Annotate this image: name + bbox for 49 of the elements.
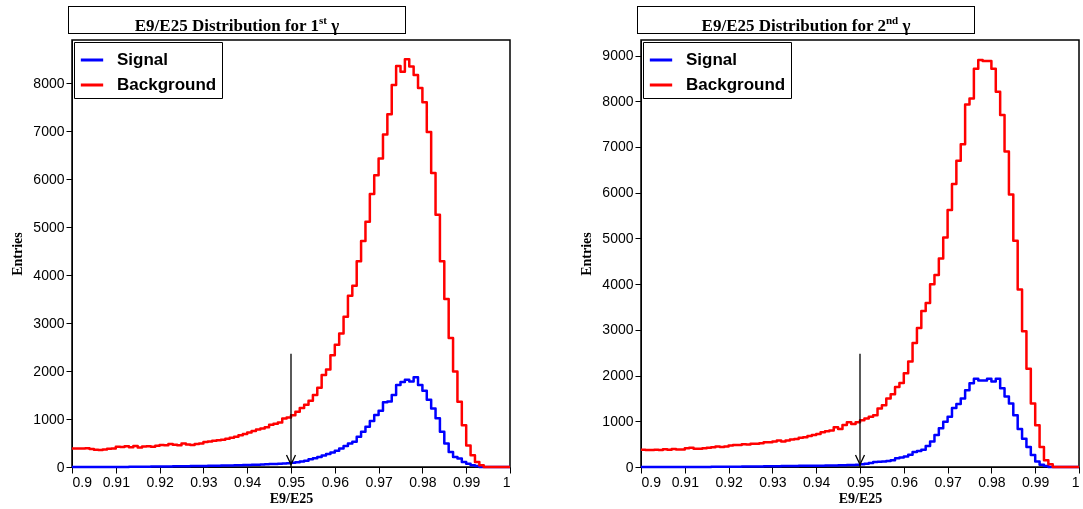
y-tick-label: 0 xyxy=(625,458,634,475)
y-tick-label: 1000 xyxy=(33,410,65,427)
y-axis-title: Entries xyxy=(579,231,595,276)
x-tick-label: 0.94 xyxy=(234,473,262,490)
x-tick-label: 0.92 xyxy=(146,473,174,490)
y-tick-label: 4000 xyxy=(33,266,65,283)
x-tick-label: 0.97 xyxy=(365,473,393,490)
legend-label: Signal xyxy=(117,50,169,69)
y-tick-label: 3000 xyxy=(602,321,634,338)
x-tick-label: 0.95 xyxy=(277,473,306,490)
x-tick-label: 0.94 xyxy=(803,473,831,490)
y-tick-label: 6000 xyxy=(602,184,634,201)
x-tick-label: 0.91 xyxy=(671,473,700,490)
y-tick-label: 3000 xyxy=(33,314,65,331)
x-axis-title: E9/E25 xyxy=(269,490,314,506)
y-tick-label: 2000 xyxy=(33,362,65,379)
x-tick-label: 0.96 xyxy=(890,473,919,490)
x-tick-label: 0.96 xyxy=(321,473,350,490)
x-tick-label: 0.9 xyxy=(72,473,93,490)
legend-label: Background xyxy=(117,75,217,94)
y-tick-label: 4000 xyxy=(602,275,634,292)
y-tick-label: 8000 xyxy=(602,92,634,109)
y-tick-label: 7000 xyxy=(602,138,634,155)
x-tick-label: 1 xyxy=(1071,473,1080,490)
y-tick-label: 6000 xyxy=(33,170,65,187)
legend-label: Signal xyxy=(686,50,738,69)
y-axis-title: Entries xyxy=(10,231,26,276)
y-tick-label: 5000 xyxy=(602,229,634,246)
y-tick-label: 8000 xyxy=(33,74,65,91)
y-tick-label: 2000 xyxy=(602,367,634,384)
x-tick-label: 1 xyxy=(502,473,511,490)
x-tick-label: 0.91 xyxy=(102,473,131,490)
x-tick-label: 0.99 xyxy=(1022,473,1050,490)
x-tick-label: 0.92 xyxy=(715,473,743,490)
x-tick-label: 0.97 xyxy=(934,473,962,490)
x-tick-label: 0.99 xyxy=(453,473,481,490)
x-tick-label: 0.98 xyxy=(409,473,437,490)
x-axis-title: E9/E25 xyxy=(838,490,883,506)
y-tick-label: 0 xyxy=(56,458,65,475)
legend-label: Background xyxy=(686,75,786,94)
y-tick-label: 9000 xyxy=(602,47,634,64)
x-tick-label: 0.93 xyxy=(190,473,218,490)
y-tick-label: 1000 xyxy=(602,412,634,429)
y-tick-label: 7000 xyxy=(33,122,65,139)
x-tick-label: 0.95 xyxy=(846,473,875,490)
y-tick-label: 5000 xyxy=(33,218,65,235)
x-tick-label: 0.93 xyxy=(759,473,787,490)
x-tick-label: 0.98 xyxy=(978,473,1006,490)
x-tick-label: 0.9 xyxy=(641,473,662,490)
